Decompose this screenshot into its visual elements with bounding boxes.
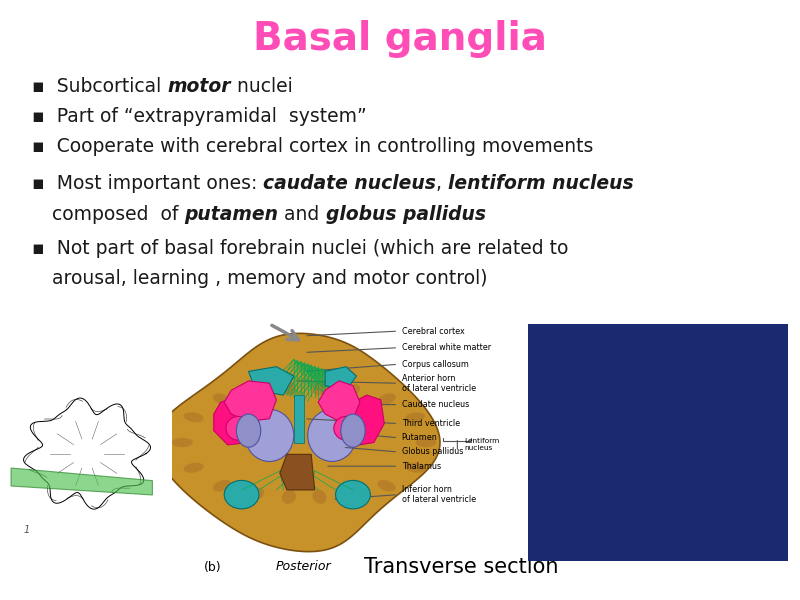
Ellipse shape — [282, 490, 296, 504]
Text: ,: , — [436, 173, 448, 193]
Text: Inferior horn
of lateral ventricle: Inferior horn of lateral ventricle — [402, 485, 476, 505]
Ellipse shape — [405, 412, 425, 422]
Ellipse shape — [638, 476, 678, 504]
Polygon shape — [554, 338, 773, 547]
Text: and: and — [278, 205, 326, 224]
Ellipse shape — [282, 381, 296, 395]
Ellipse shape — [313, 381, 326, 395]
Text: motor: motor — [167, 77, 230, 97]
Text: ▪  Subcortical: ▪ Subcortical — [32, 77, 167, 97]
Text: Globus pallidus: Globus pallidus — [402, 448, 463, 457]
Text: ▪  Cooperate with cerebral cortex in controlling movements: ▪ Cooperate with cerebral cortex in cont… — [32, 137, 594, 157]
Ellipse shape — [341, 414, 365, 447]
Text: Third ventricle: Third ventricle — [402, 419, 460, 428]
Ellipse shape — [378, 480, 396, 491]
Text: ▪  Most important ones:: ▪ Most important ones: — [32, 173, 263, 193]
Polygon shape — [11, 468, 152, 495]
Text: ▪  Not part of basal forebrain nuclei (which are related to: ▪ Not part of basal forebrain nuclei (wh… — [32, 239, 568, 259]
Text: putamen: putamen — [184, 205, 278, 224]
Ellipse shape — [213, 394, 231, 405]
Ellipse shape — [313, 490, 326, 504]
Ellipse shape — [415, 438, 437, 447]
Ellipse shape — [335, 481, 370, 509]
Ellipse shape — [308, 409, 357, 461]
Text: arousal, learning , memory and motor control): arousal, learning , memory and motor con… — [52, 269, 487, 289]
Ellipse shape — [226, 416, 250, 440]
Polygon shape — [346, 395, 384, 445]
Text: globus pallidus: globus pallidus — [326, 205, 486, 224]
Polygon shape — [294, 395, 304, 443]
Ellipse shape — [344, 384, 360, 397]
Polygon shape — [249, 367, 294, 395]
Ellipse shape — [183, 412, 204, 422]
Polygon shape — [214, 395, 259, 445]
Text: composed  of: composed of — [52, 205, 184, 224]
Ellipse shape — [671, 447, 697, 476]
Text: caudate nucleus: caudate nucleus — [263, 173, 436, 193]
Text: Basal ganglia: Basal ganglia — [253, 20, 547, 58]
Text: 1: 1 — [23, 525, 30, 535]
Polygon shape — [154, 334, 440, 551]
Ellipse shape — [213, 480, 231, 491]
Ellipse shape — [344, 488, 360, 501]
Text: Transverse section: Transverse section — [364, 557, 558, 577]
Ellipse shape — [622, 413, 653, 448]
Text: Lentiform
nucleus: Lentiform nucleus — [464, 439, 500, 451]
Text: (b): (b) — [204, 560, 222, 574]
Ellipse shape — [172, 438, 193, 447]
Ellipse shape — [334, 416, 358, 440]
Text: nuclei: nuclei — [230, 77, 293, 97]
Ellipse shape — [405, 463, 425, 473]
Polygon shape — [224, 381, 277, 421]
Text: Corpus callosum: Corpus callosum — [402, 360, 469, 369]
Ellipse shape — [378, 394, 396, 405]
FancyBboxPatch shape — [528, 324, 788, 561]
Ellipse shape — [224, 481, 259, 509]
Text: Putamen: Putamen — [402, 433, 438, 442]
Text: Anterior horn
of lateral ventricle: Anterior horn of lateral ventricle — [402, 374, 476, 393]
Ellipse shape — [249, 384, 264, 397]
Ellipse shape — [236, 414, 261, 447]
Text: Cerebral cortex: Cerebral cortex — [402, 326, 465, 335]
Text: Posterior: Posterior — [276, 560, 332, 574]
Polygon shape — [318, 381, 360, 421]
Ellipse shape — [183, 463, 204, 473]
Polygon shape — [325, 367, 357, 391]
Polygon shape — [280, 454, 314, 490]
Text: Caudate nucleus: Caudate nucleus — [402, 400, 469, 409]
Text: Thalamus: Thalamus — [402, 462, 441, 470]
Text: lentiform nucleus: lentiform nucleus — [448, 173, 634, 193]
Ellipse shape — [245, 409, 294, 461]
Ellipse shape — [249, 488, 264, 501]
Text: Cerebral white matter: Cerebral white matter — [402, 343, 491, 352]
Text: ▪  Part of “extrapyramidal  system”: ▪ Part of “extrapyramidal system” — [32, 107, 366, 127]
